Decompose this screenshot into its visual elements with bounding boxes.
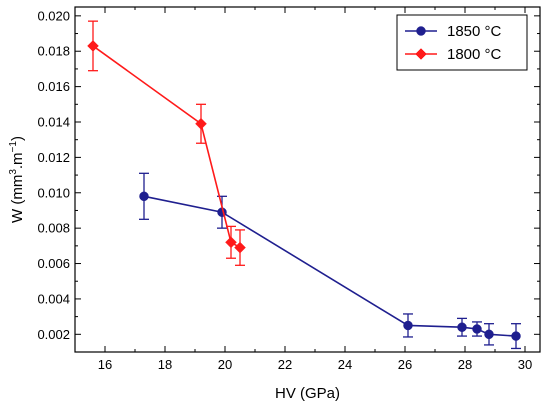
series-group — [139, 172, 521, 350]
y-tick-label: 0.002 — [37, 327, 70, 342]
y-tick-label: 0.010 — [37, 185, 70, 200]
data-point-circle — [416, 26, 426, 36]
legend-label: 1850 °C — [447, 23, 502, 40]
y-axis-title: W (mm3.m−1) — [8, 136, 26, 223]
data-point-diamond — [87, 40, 99, 52]
data-point-diamond — [195, 117, 207, 130]
legend-entry: 1800 °C — [405, 46, 502, 63]
y-axis-title-sup2: −1 — [8, 141, 19, 153]
y-tick-label: 0.006 — [37, 256, 70, 271]
x-tick-label: 16 — [98, 357, 112, 372]
y-axis-ticks: 0.002 0.004 0.006 0.008 0.010 0.012 0.014 0.016… — [37, 8, 540, 342]
y-tick-label: 0.012 — [37, 150, 70, 165]
y-axis-title-end: ) — [9, 136, 26, 141]
series-group — [87, 20, 246, 266]
legend: 1850 °C 1800 °C — [396, 14, 528, 71]
data-point-diamond — [415, 48, 427, 60]
legend-entries: 1850 °C 1800 °C — [405, 23, 502, 63]
x-tick-label: 22 — [278, 357, 292, 372]
plot-frame — [74, 6, 541, 353]
y-tick-label: 0.014 — [37, 115, 70, 130]
data-point-circle — [511, 331, 521, 341]
data-point-circle — [472, 324, 482, 334]
y-tick-label: 0.018 — [37, 44, 70, 59]
axes-layer: 16 18 20 22 24 26 28 30 0.0020.0040.0060.0080.0… — [37, 6, 541, 372]
y-axis-title-mid: .m — [9, 152, 26, 169]
x-tick-label: 30 — [518, 357, 532, 372]
y-tick-label: 0.004 — [37, 291, 70, 306]
data-point-diamond — [234, 241, 246, 254]
data-point-circle — [484, 329, 494, 340]
plot-layer — [87, 20, 521, 350]
y-tick-label: 0.020 — [37, 8, 70, 23]
x-axis-ticks: 16 18 20 22 24 26 28 30 — [98, 7, 532, 372]
y-axis-title-main: W (mm — [9, 175, 26, 223]
data-point-circle — [403, 320, 413, 331]
x-tick-label: 28 — [458, 357, 472, 372]
x-axis-title: HV (GPa) — [275, 385, 340, 402]
data-point-circle — [457, 322, 467, 332]
x-tick-label: 18 — [158, 357, 172, 372]
x-tick-label: 26 — [398, 357, 412, 372]
legend-label: 1800 °C — [447, 46, 502, 63]
y-tick-label: 0.016 — [37, 79, 70, 94]
series-line — [92, 45, 241, 249]
legend-box — [396, 14, 528, 71]
y-tick-label: 0.008 — [37, 221, 70, 236]
data-point-circle — [139, 191, 149, 202]
legend-entry: 1850 °C — [405, 23, 502, 40]
y-axis-title-sup1: 3 — [8, 169, 19, 175]
x-tick-label: 20 — [218, 357, 232, 372]
x-tick-label: 24 — [338, 357, 352, 372]
data-point-diamond — [225, 236, 237, 249]
